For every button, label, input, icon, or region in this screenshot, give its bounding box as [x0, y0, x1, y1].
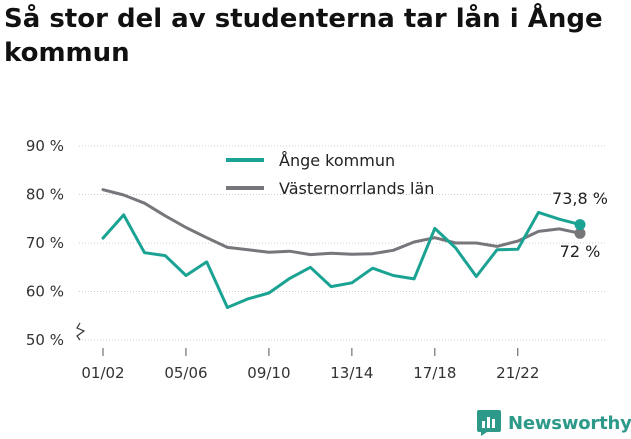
- brand-name: Newsworthy: [508, 412, 631, 434]
- grid-lines: [79, 145, 606, 341]
- x-tick-label: 09/10: [247, 364, 290, 382]
- series-end-label: 73,8 %: [552, 189, 608, 208]
- x-tick-label: 17/18: [413, 364, 456, 382]
- series-endpoint: [574, 219, 586, 231]
- chart-title: Så stor del av studenterna tar lån i Ång…: [4, 4, 603, 68]
- legend-label: Västernorrlands län: [279, 179, 434, 198]
- series-line: [101, 188, 582, 257]
- y-tick-label: 60 %: [26, 283, 64, 301]
- series-line: [101, 210, 582, 309]
- y-tick-label: 80 %: [26, 186, 64, 204]
- axes: 50 % 60 % 70 % 80 % 90 % 01/02 05/06 09/10 13/14…: [26, 137, 540, 382]
- x-tick-label: 01/02: [81, 364, 124, 382]
- x-tick-label: 21/22: [496, 364, 539, 382]
- legend-label: Ånge kommun: [279, 151, 395, 170]
- newsworthy-logo: Newsworthy: [476, 408, 631, 438]
- y-tick-label: 70 %: [26, 234, 64, 252]
- x-tick-label: 05/06: [164, 364, 207, 382]
- series-endpoint: [574, 227, 586, 239]
- legend: Ånge kommun Västernorrlands län: [226, 151, 434, 198]
- bar-chart-speech-icon: [477, 410, 501, 436]
- y-tick-label: 90 %: [26, 137, 64, 155]
- axis-break-icon: [76, 322, 86, 341]
- x-tick-label: 13/14: [330, 364, 373, 382]
- series: [101, 188, 586, 309]
- y-tick-label: 50 %: [26, 331, 64, 349]
- end-labels: 73,8 % 72 %: [552, 189, 608, 261]
- series-end-label: 72 %: [560, 242, 601, 261]
- line-chart: 50 % 60 % 70 % 80 % 90 % 01/02 05/06 09/10 13/14…: [26, 137, 608, 382]
